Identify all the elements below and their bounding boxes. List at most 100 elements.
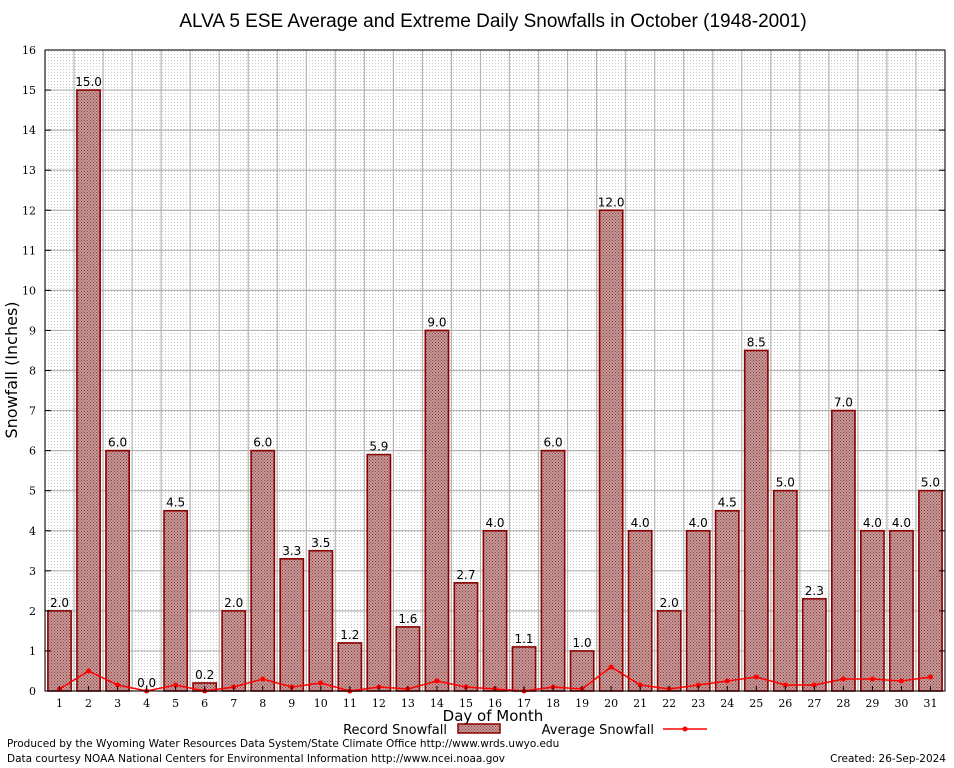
y-tick-label: 9 (29, 324, 36, 337)
average-point (927, 674, 933, 680)
x-tick-label: 3 (114, 697, 121, 710)
y-tick-label: 2 (29, 605, 36, 618)
x-tick-label: 18 (546, 697, 560, 710)
y-tick-label: 6 (29, 445, 36, 458)
average-point (86, 668, 92, 674)
record-bar (221, 610, 247, 692)
record-bar (424, 329, 450, 692)
x-tick-label: 10 (314, 697, 328, 710)
bar-value-label: 2.7 (456, 568, 475, 582)
record-bar (105, 449, 130, 692)
footer-created-date: Created: 26-Sep-2024 (830, 753, 946, 765)
bar-value-label: 15.0 (75, 75, 102, 89)
legend-record-label: Record Snowfall (343, 723, 447, 738)
y-tick-label: 7 (29, 405, 36, 418)
record-bar (511, 646, 537, 692)
record-bar (76, 89, 101, 692)
bar-value-label: 2.3 (805, 584, 824, 598)
bar-value-label: 2.0 (50, 596, 69, 610)
bar-value-label: 4.0 (863, 516, 882, 530)
y-tick-label: 16 (22, 44, 36, 57)
record-bar (279, 557, 305, 692)
x-tick-label: 15 (459, 697, 473, 710)
bar-value-label: 2.0 (660, 596, 679, 610)
chart-title: ALVA 5 ESE Average and Extreme Daily Sno… (179, 11, 806, 32)
y-tick-label: 14 (22, 124, 36, 137)
bar-value-label: 1.0 (573, 636, 592, 650)
bar-value-label: 12.0 (598, 195, 625, 209)
average-point (173, 682, 179, 688)
bar-value-label: 4.0 (485, 516, 504, 530)
record-bar (308, 549, 334, 692)
record-bar (656, 610, 682, 692)
record-bar (772, 489, 798, 692)
y-tick-label: 13 (22, 164, 36, 177)
legend: Record Snowfall Average Snowfall (343, 723, 707, 738)
x-tick-label: 27 (807, 697, 821, 710)
x-tick-label: 21 (633, 697, 647, 710)
x-tick-label: 25 (749, 697, 763, 710)
x-tick-label: 24 (720, 697, 734, 710)
average-point (637, 682, 643, 688)
record-bar (598, 209, 624, 692)
bar-value-label: 1.2 (340, 628, 359, 642)
record-bar (743, 349, 769, 692)
x-tick-label: 17 (517, 697, 531, 710)
bar-value-label: 1.6 (398, 612, 417, 626)
x-tick-label: 1 (56, 697, 63, 710)
average-point (434, 678, 440, 684)
footer-credit: Produced by the Wyoming Water Resources … (7, 738, 560, 750)
x-tick-label: 9 (288, 697, 295, 710)
average-point (115, 682, 121, 688)
x-tick-label: 23 (691, 697, 705, 710)
x-tick-label: 30 (894, 697, 908, 710)
y-tick-label: 0 (29, 685, 36, 698)
bar-value-label: 6.0 (544, 436, 563, 450)
x-tick-label: 12 (372, 697, 386, 710)
x-tick-label: 8 (259, 697, 266, 710)
bar-value-label: 3.3 (282, 544, 301, 558)
record-bar (540, 449, 566, 692)
average-point (318, 680, 324, 686)
average-point (811, 682, 817, 688)
x-tick-label: 11 (343, 697, 357, 710)
record-bar (714, 509, 740, 692)
average-point (608, 664, 614, 670)
x-tick-label: 19 (575, 697, 589, 710)
record-bar (47, 610, 72, 692)
average-point (695, 682, 701, 688)
y-tick-label: 4 (29, 525, 36, 538)
y-tick-label: 5 (29, 485, 36, 498)
record-bar (453, 582, 479, 692)
x-tick-label: 31 (923, 697, 937, 710)
bar-value-label: 0.2 (195, 668, 214, 682)
x-axis-ticks: 1 2 3 4 5 6 7 8 9 10 11 12 13 14 15 16 17 18 19 20 21 22 23 24 2… (56, 686, 937, 710)
bar-value-label: 4.0 (631, 516, 650, 530)
record-bar (366, 453, 392, 692)
y-tick-label: 1 (29, 645, 36, 658)
average-point (898, 678, 904, 684)
record-bar (627, 529, 653, 692)
x-tick-label: 4 (143, 697, 150, 710)
x-tick-label: 2 (85, 697, 92, 710)
bar-value-label: 4.0 (689, 516, 708, 530)
record-bar (830, 409, 856, 692)
record-bar (918, 489, 943, 692)
bar-value-label: 6.0 (253, 436, 272, 450)
x-tick-label: 7 (230, 697, 237, 710)
y-tick-label: 11 (22, 244, 36, 257)
legend-average-marker (682, 726, 688, 732)
x-tick-label: 13 (401, 697, 415, 710)
x-tick-label: 20 (604, 697, 618, 710)
record-bar (569, 650, 595, 692)
bar-value-label: 5.9 (369, 440, 388, 454)
x-tick-label: 29 (865, 697, 879, 710)
y-tick-label: 10 (22, 284, 36, 297)
bar-value-label: 7.0 (834, 396, 853, 410)
record-bar (685, 529, 711, 692)
record-bar (250, 449, 276, 692)
bar-value-label: 1.1 (514, 632, 533, 646)
y-tick-label: 12 (22, 204, 36, 217)
